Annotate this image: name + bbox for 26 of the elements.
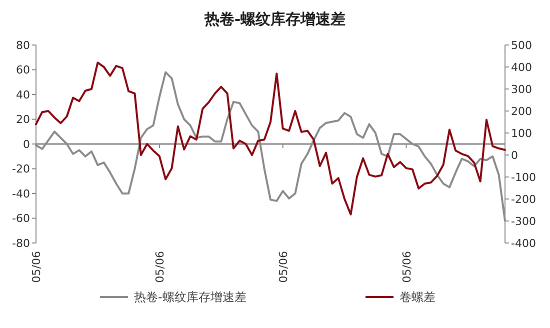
x-tick-label: 05/06 — [30, 251, 43, 283]
y-tick-label: 20 — [16, 113, 30, 126]
y-tick-label: 0 — [23, 138, 30, 151]
y2-tick-label: -300 — [511, 214, 536, 228]
y-tick-label: -80 — [12, 236, 30, 250]
y2-tick-label: 300 — [511, 82, 532, 96]
y2-tick-label: -400 — [511, 236, 536, 250]
y2-tick-label: 0 — [511, 148, 518, 162]
y-tick-label: -60 — [12, 212, 30, 226]
y-tick-label: -20 — [12, 162, 30, 176]
y-tick-label: -40 — [12, 187, 30, 200]
y2-tick-label: 400 — [511, 60, 532, 74]
y2-tick-label: 500 — [511, 38, 532, 52]
y2-tick-label: -200 — [511, 192, 536, 206]
chart-title: 热卷-螺纹库存增速差 — [203, 10, 346, 28]
y-tick-label: 40 — [16, 88, 30, 102]
y-tick-label: 60 — [16, 64, 30, 77]
y-tick-label: 80 — [16, 38, 30, 52]
x-tick-label: 05/06 — [400, 251, 414, 283]
legend-label: 热卷-螺纹库存增速差 — [134, 290, 246, 304]
legend-label: 卷螺差 — [400, 290, 436, 304]
y2-tick-label: 100 — [511, 126, 532, 140]
x-tick-label: 05/06 — [153, 251, 166, 283]
x-tick-label: 05/06 — [276, 251, 290, 283]
y2-tick-label: 200 — [511, 104, 532, 118]
y2-tick-label: -100 — [511, 170, 536, 184]
